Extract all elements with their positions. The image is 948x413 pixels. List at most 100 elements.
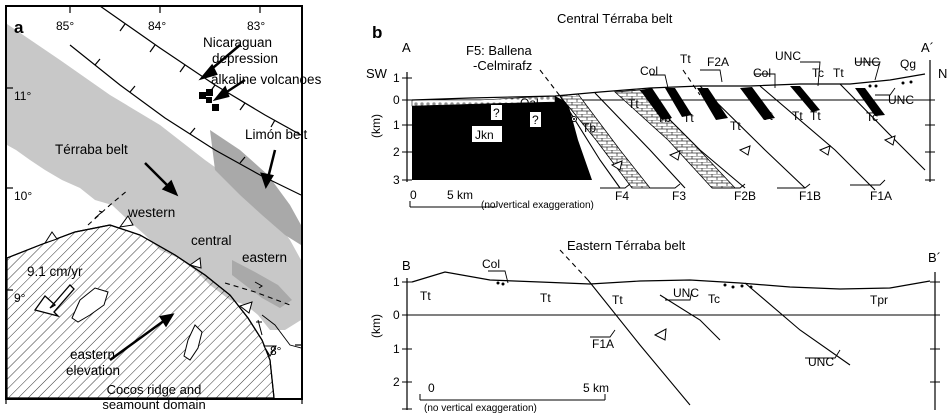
label-eastern: eastern (242, 250, 287, 265)
section2-right-ticks (930, 281, 940, 383)
caption-cocos-1: Cocos ridge and (107, 382, 202, 397)
lon-label-83: 83° (247, 19, 265, 33)
unit-tt-label-2: Tt (628, 97, 639, 111)
island-2 (183, 324, 203, 361)
label-terraba-belt: Térraba belt (55, 142, 128, 157)
section2-scale-length: 5 km (583, 381, 609, 395)
limon-belt-area (210, 130, 301, 245)
section-central: Central Térraba belt A A´ SW N 1 0 1 2 3… (366, 11, 947, 211)
coastline-panama (261, 314, 301, 349)
caption-cocos-2: seamount domain (102, 397, 205, 412)
unit-qg-label: Qg (900, 57, 916, 71)
unit-col-lenses (640, 86, 885, 120)
lat-label-8: 8° (270, 344, 282, 358)
unit-tt-label-e3: Tt (612, 293, 623, 307)
lat-label-11: 11° (14, 89, 31, 103)
lat-label-9: 9° (14, 291, 26, 305)
land-mass (7, 24, 301, 330)
section2-end: B´ (928, 250, 941, 265)
panel-a-letter: a (14, 18, 24, 37)
unc-label-e2: UNC (808, 355, 834, 369)
fault-label-f5-1: F5: Ballena (466, 43, 533, 58)
section1-axis-ticks (402, 77, 412, 181)
section2-tick-2: 2 (393, 375, 400, 389)
fault-label-f1a: F1A (870, 189, 892, 203)
unit-tc-label-2: Tc (866, 110, 878, 124)
fault-ticks-south (94, 58, 246, 164)
unit-tt-label-e2: Tt (540, 291, 551, 305)
section2-fault-dash (559, 249, 589, 281)
section1-tick-3: 3 (393, 173, 400, 187)
q-box-2 (530, 112, 541, 127)
lon-label-85: 85° (56, 19, 74, 33)
eastern-belt-area (232, 260, 292, 308)
section-eastern: Eastern Térraba belt B B´ 1 0 1 2 (km) (369, 238, 941, 413)
section1-scale-note: (no vertical exaggeration) (481, 200, 594, 211)
section1-end: A´ (921, 40, 934, 55)
panel-b-letter: b (372, 23, 382, 42)
section1-scale-bar (409, 201, 498, 208)
section1-leaders (600, 61, 896, 189)
unit-tt-label-5: Tt (762, 109, 773, 123)
section2-scale-zero: 0 (428, 381, 435, 395)
fault-label-f1a-e: F1A (592, 337, 614, 351)
unit-q-1: ? (493, 106, 500, 120)
section2-title: Eastern Térraba belt (567, 238, 686, 253)
unit-tt-label-3: Tt (683, 111, 694, 125)
section2-faults (587, 279, 851, 406)
unc-label-3: UNC (888, 93, 914, 107)
unc-label-2: UNC (854, 55, 880, 69)
unit-tt-label-1: Tt (555, 105, 566, 119)
island-1 (71, 287, 109, 323)
unit-tpr-label: Tpr (870, 293, 888, 307)
unit-jkn-label: Jkn (475, 128, 494, 142)
section2-tick-0: 0 (393, 308, 400, 322)
fault-label-f1b: F1B (799, 189, 821, 203)
fault-label-f2b: F2B (734, 189, 756, 203)
section2-scale-bar (419, 394, 606, 401)
lat-label-10: 10° (14, 189, 32, 203)
section2-topography (411, 271, 931, 290)
section1-tick-1: 1 (393, 71, 400, 85)
strike-slip-arrows (94, 210, 263, 336)
fault-label-f2a: F2A (707, 55, 729, 69)
section1-scale-length: 5 km (447, 188, 473, 202)
unc-label-e1: UNC (673, 286, 699, 300)
section1-tick-0: 0 (393, 93, 400, 107)
label-rate: 9.1 cm/yr (27, 264, 83, 279)
annotation-arrows (109, 44, 277, 362)
fault-label-f4: F4 (615, 189, 629, 203)
jkn-label-box (472, 126, 502, 142)
section1-fault-dash-2 (682, 69, 701, 96)
section2-volcanic-dots (496, 281, 753, 289)
unc-label-1: UNC (775, 49, 801, 63)
fault-label-f3: F3 (672, 189, 686, 203)
unit-tc-label-e: Tc (708, 292, 720, 306)
section1-axis-label: (km) (369, 114, 383, 138)
unit-col-label-1: Col (640, 64, 658, 78)
plate-motion-arrow (33, 284, 75, 318)
label-nicaraguan-1: Nicaraguan (203, 35, 272, 50)
unit-qal-label: Qal (520, 96, 539, 110)
unit-col-label-e: Col (482, 257, 500, 271)
lon-label-84: 84° (148, 19, 166, 33)
section1-fault-f5-dash (539, 69, 561, 97)
unit-tb-label-2: Tb (657, 111, 671, 125)
unit-tt-label-7: Tt (810, 109, 821, 123)
section1-tick-1b: 1 (393, 118, 400, 132)
unit-tt-label-e1: Tt (420, 289, 431, 303)
unit-tt-label-top-1: Tt (680, 52, 691, 66)
section1-side: SW (366, 66, 388, 81)
section1-tick-2: 2 (393, 145, 400, 159)
section1-start: A (402, 40, 411, 55)
label-elevation-2: elevation (66, 363, 120, 378)
map-frame-ticks (6, 6, 302, 346)
alkaline-volcano-markers (199, 89, 219, 111)
unit-tb-label-1: Tb (582, 121, 596, 135)
label-nicaraguan-2: depression (212, 51, 278, 66)
section2-tick-1: 1 (393, 275, 400, 289)
section1-topography (411, 73, 926, 101)
section2-axis-label: (km) (369, 314, 383, 338)
label-elevation-1: eastern (70, 347, 115, 362)
